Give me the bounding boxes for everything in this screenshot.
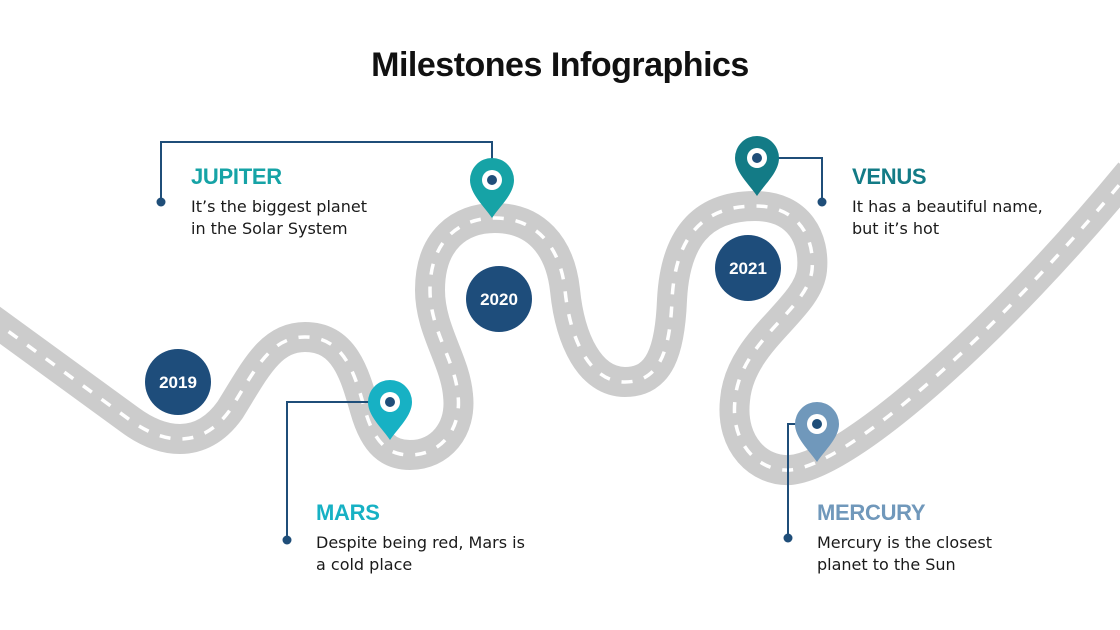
mars-connector xyxy=(286,401,390,540)
milestone-description: Despite being red, Mars is a cold place xyxy=(316,533,525,574)
map-pin-icon xyxy=(470,158,514,218)
milestone-mercury: MERCURY Mercury is the closest planet to… xyxy=(817,500,992,576)
milestone-title: JUPITER xyxy=(191,164,282,189)
venus-connector-dot xyxy=(817,197,827,207)
map-pin-icon xyxy=(735,136,779,196)
milestone-title: VENUS xyxy=(852,164,927,189)
year-marker-2021: 2021 xyxy=(715,235,781,301)
year-label: 2019 xyxy=(159,373,197,392)
jupiter-connector-dot xyxy=(156,197,166,207)
page-title: Milestones Infographics xyxy=(371,46,749,84)
milestone-description: It has a beautiful name, but it’s hot xyxy=(852,197,1043,238)
milestone-mars: MARS Despite being red, Mars is a cold p… xyxy=(316,500,525,576)
year-marker-2019: 2019 xyxy=(145,349,211,415)
road-lane-dashes xyxy=(0,181,1120,472)
mars-connector-dot xyxy=(282,535,292,545)
milestone-venus: VENUS It has a beautiful name, but it’s … xyxy=(852,164,1043,240)
map-pin-icon xyxy=(368,380,412,440)
year-label: 2021 xyxy=(729,259,767,278)
milestone-description: Mercury is the closest planet to the Sun xyxy=(817,533,992,574)
milestone-description: It’s the biggest planet in the Solar Sys… xyxy=(191,197,367,238)
year-marker-2020: 2020 xyxy=(466,266,532,332)
milestone-title: MARS xyxy=(316,500,380,525)
milestone-jupiter: JUPITER It’s the biggest planet in the S… xyxy=(191,164,367,240)
mercury-connector-dot xyxy=(783,533,793,543)
map-pin-icon xyxy=(795,402,839,462)
year-label: 2020 xyxy=(480,290,518,309)
milestone-title: MERCURY xyxy=(817,500,926,525)
